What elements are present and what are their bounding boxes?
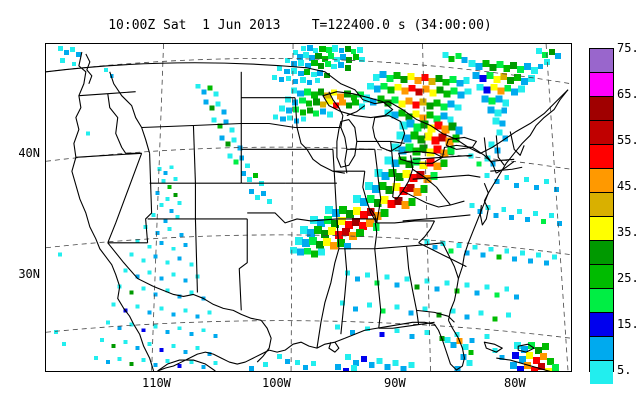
colorbar-band-3 [590,121,613,145]
y-axis-label-40n: 40N [18,146,40,160]
colorbar-band-0 [590,49,613,73]
reflectivity-field [53,44,563,371]
colorbar-band-8 [590,241,613,265]
colorbar [589,48,614,384]
lat-lon-graticule [46,44,571,371]
colorbar-band-9 [590,265,613,289]
colorbar-tick-5: 5. [617,363,632,377]
colorbar-band-5 [590,169,613,193]
figure-title: 10:00Z Sat 1 Jun 2013 T=122400.0 s (34:0… [108,18,492,33]
colorbar-band-13 [590,361,613,384]
colorbar-band-6 [590,193,613,217]
echo-group-great-lakes [362,70,472,123]
colorbar-band-7 [590,217,613,241]
colorbar-band-1 [590,73,613,97]
colorbar-band-12 [590,337,613,361]
x-axis-label-100w: 100W [262,376,291,390]
colorbar-tick-45: 45. [617,179,639,193]
echo-group-southeast [249,153,563,371]
colorbar-band-4 [590,145,613,169]
echo-group-west [53,45,273,370]
echo-group-northern-plains [272,44,365,85]
colorbar-tick-75: 75. [617,41,639,55]
y-axis-label-30n: 30N [18,267,40,281]
x-axis-label-90w: 90W [384,376,406,390]
colorbar-band-2 [590,97,613,121]
colorbar-tick-65: 65. [617,87,639,101]
colorbar-tick-25: 25. [617,271,639,285]
map-canvas [46,44,571,371]
colorbar-tick-35: 35. [617,225,639,239]
colorbar-tick-55: 55. [617,133,639,147]
map-boundaries [46,51,569,371]
x-axis-label-80w: 80W [504,376,526,390]
map-plot-area [45,43,572,372]
x-axis-label-110w: 110W [142,376,171,390]
colorbar-band-10 [590,289,613,313]
colorbar-band-11 [590,313,613,337]
colorbar-tick-15: 15. [617,317,639,331]
echo-group-upper-midwest [273,87,370,124]
